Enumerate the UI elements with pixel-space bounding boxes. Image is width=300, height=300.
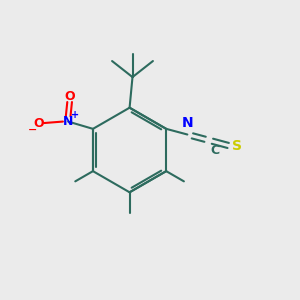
- Text: N: N: [182, 116, 193, 130]
- Text: O: O: [34, 116, 44, 130]
- Text: +: +: [71, 110, 80, 120]
- Text: C: C: [210, 144, 219, 157]
- Text: S: S: [232, 139, 242, 153]
- Text: O: O: [64, 90, 75, 103]
- Text: −: −: [28, 124, 37, 134]
- Text: N: N: [63, 115, 74, 128]
